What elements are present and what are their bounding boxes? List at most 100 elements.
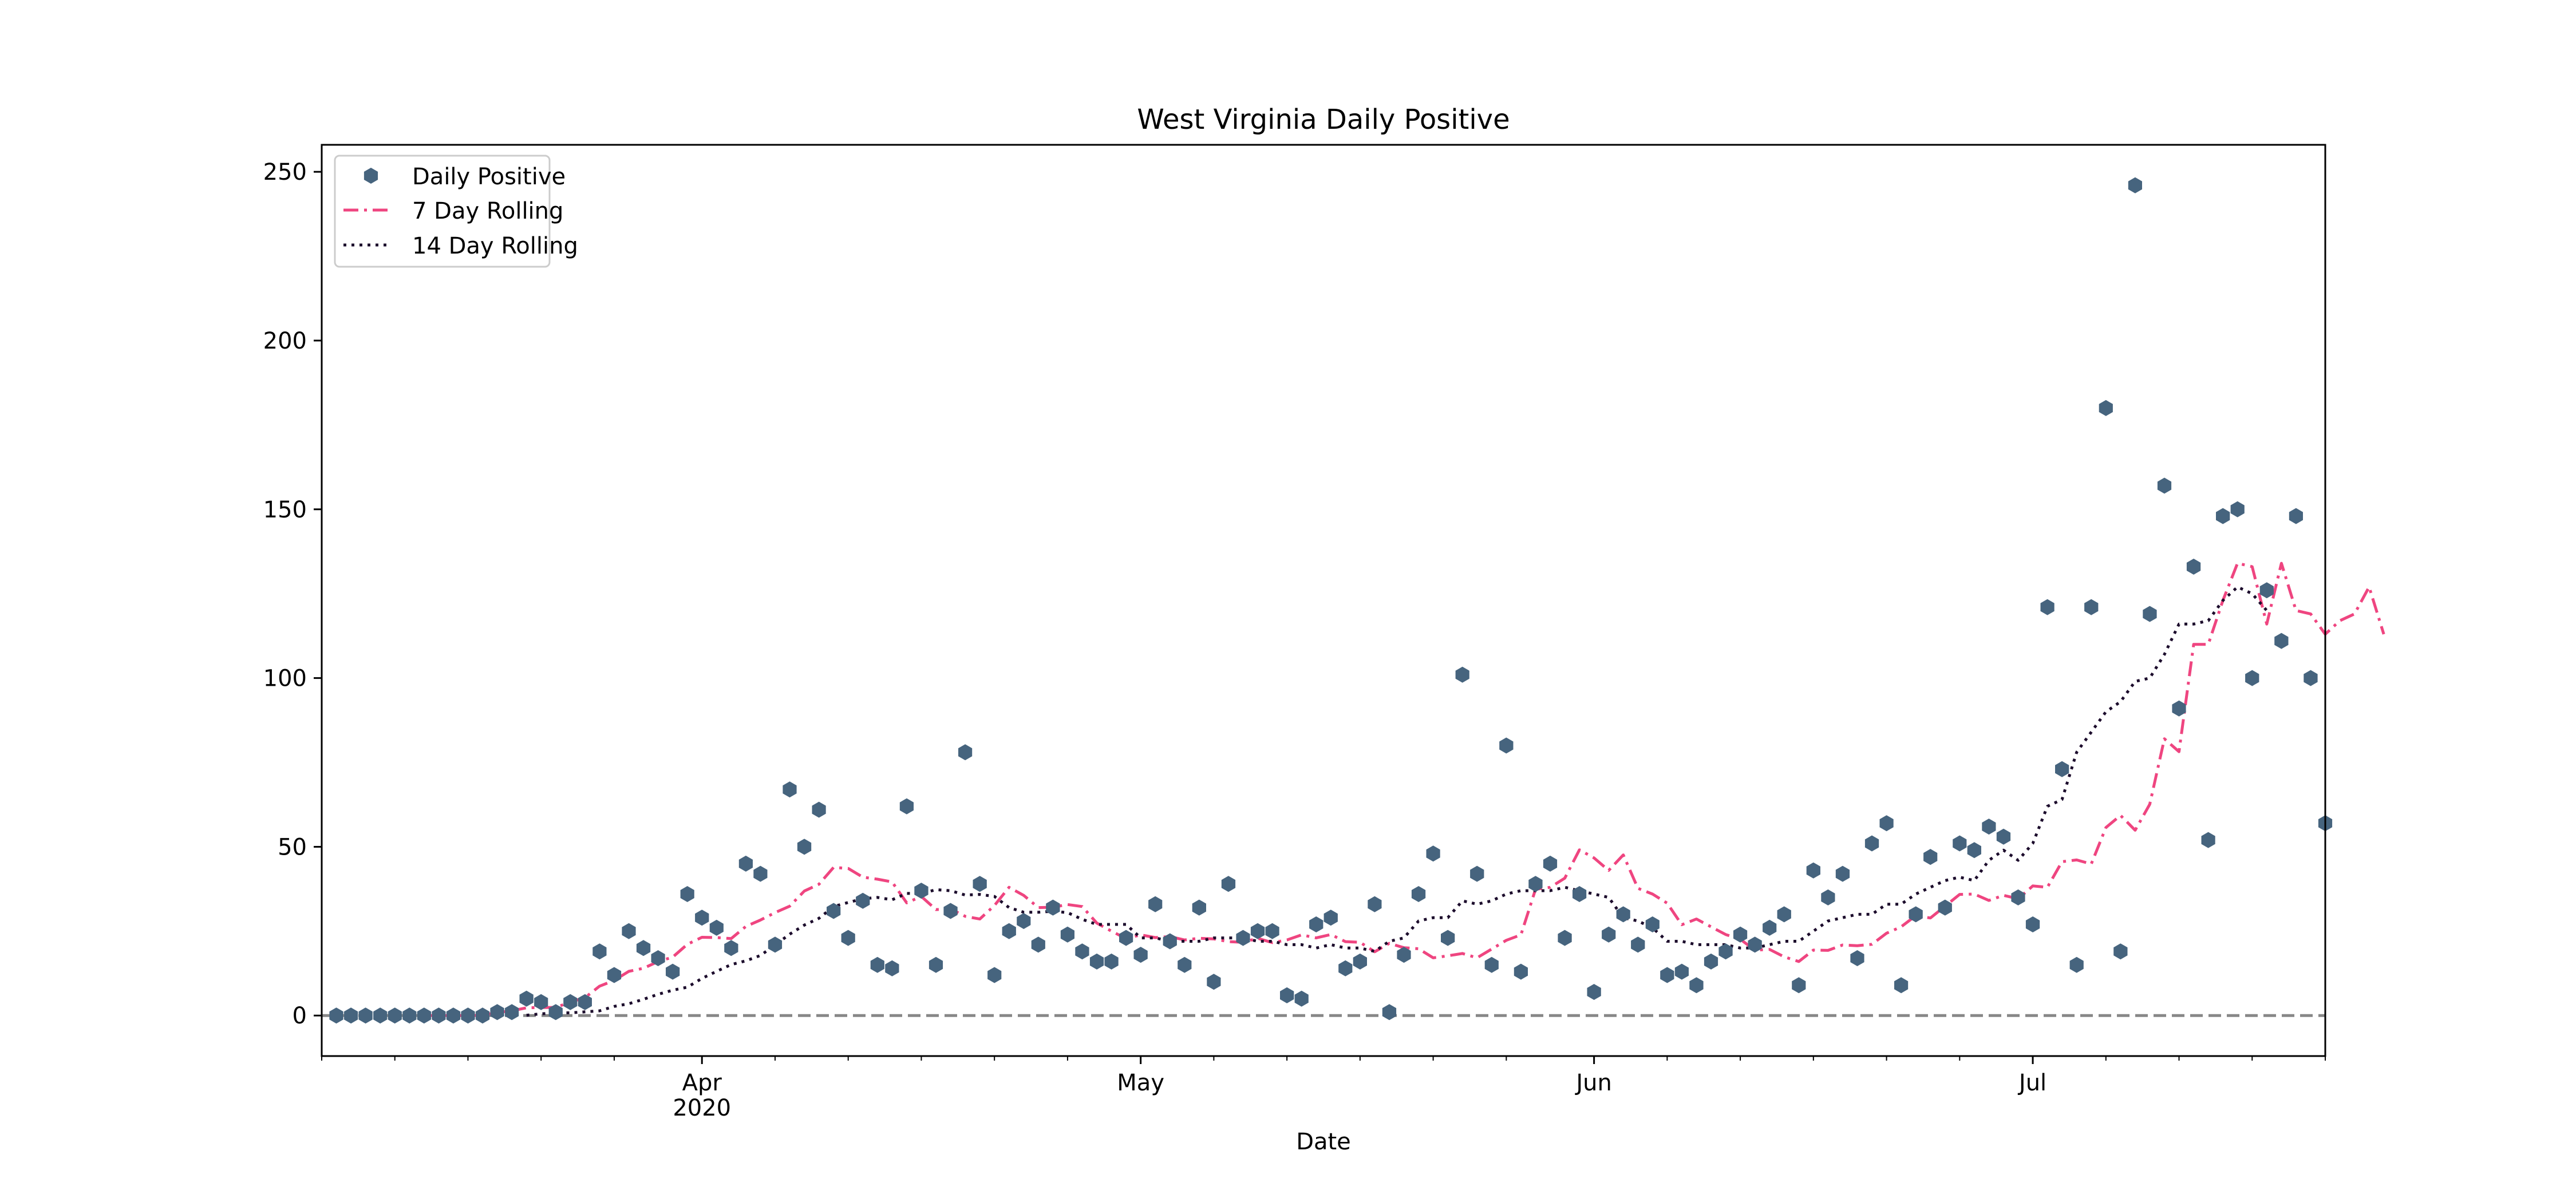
data-point: [344, 1007, 358, 1024]
data-point: [1514, 963, 1528, 980]
data-point: [1017, 913, 1031, 930]
data-point: [1353, 953, 1367, 970]
data-point: [1280, 987, 1294, 1003]
data-point: [943, 903, 958, 919]
data-point: [402, 1007, 417, 1024]
data-point: [1148, 896, 1163, 912]
data-point: [1909, 906, 1923, 923]
data-point: [1338, 960, 1353, 976]
data-point: [2040, 599, 2055, 615]
data-point: [329, 1007, 343, 1024]
data-point: [1294, 990, 1309, 1007]
data-point: [1499, 737, 1514, 754]
data-point: [2289, 508, 2303, 524]
data-point: [2216, 508, 2230, 524]
data-point: [1470, 865, 1484, 882]
data-point: [1631, 936, 1645, 953]
data-point: [2055, 761, 2069, 777]
x-tick-label: May: [1117, 1070, 1164, 1096]
data-point: [1953, 835, 1967, 852]
data-point: [738, 855, 753, 872]
data-point: [505, 1004, 519, 1021]
data-point: [856, 892, 870, 909]
data-point: [2274, 632, 2289, 649]
data-point: [1426, 845, 1440, 862]
x-tick-label: Jul: [2017, 1070, 2046, 1096]
data-point: [987, 967, 1002, 983]
data-point: [592, 943, 607, 960]
data-point: [812, 801, 826, 818]
data-point: [1748, 936, 1762, 953]
legend-marker-daily-positive: [364, 168, 378, 184]
data-point: [2084, 599, 2099, 615]
data-point: [783, 781, 797, 798]
data-point: [651, 950, 665, 966]
data-point: [2128, 177, 2142, 193]
data-point: [1192, 899, 1206, 916]
data-point: [358, 1007, 373, 1024]
plot-frame: [321, 144, 2326, 1057]
data-point: [373, 1007, 388, 1024]
data-point: [827, 903, 841, 919]
data-point: [1441, 930, 1455, 946]
data-point: [1382, 1004, 1397, 1021]
y-tick-label: 100: [263, 666, 307, 692]
y-tick-label: 250: [263, 159, 307, 185]
x-tick-sublabel: 2020: [673, 1095, 731, 1121]
data-point: [1455, 666, 1469, 683]
data-point: [446, 1007, 461, 1024]
data-point: [753, 865, 768, 882]
data-point: [2172, 700, 2186, 717]
data-point: [1163, 933, 1177, 950]
legend-label-14-day-rolling: 14 Day Rolling: [412, 233, 578, 259]
data-point: [1938, 899, 1952, 916]
data-point: [1558, 930, 1572, 946]
data-point: [607, 967, 622, 983]
data-point: [519, 990, 534, 1007]
data-point: [1674, 963, 1689, 980]
data-point: [1236, 930, 1250, 946]
data-point: [973, 876, 987, 892]
data-point: [1894, 977, 1909, 994]
data-point: [2143, 606, 2157, 622]
data-point: [1850, 950, 1864, 966]
data-point: [1089, 953, 1104, 970]
data-point: [548, 1004, 563, 1021]
data-point: [1982, 819, 1996, 835]
data-point: [1046, 899, 1060, 916]
legend-label-daily-positive: Daily Positive: [412, 164, 566, 190]
data-point: [1250, 923, 1265, 939]
data-point: [724, 940, 738, 956]
data-point: [1587, 984, 1601, 1000]
data-point: [622, 923, 636, 939]
data-point: [1777, 906, 1791, 923]
data-point: [885, 960, 899, 976]
data-point: [1879, 815, 1894, 832]
legend-label-7-day-rolling: 7 Day Rolling: [412, 198, 563, 224]
data-point: [578, 994, 592, 1010]
data-point: [1265, 923, 1279, 939]
data-point: [1002, 923, 1016, 939]
data-point: [1323, 910, 1338, 926]
data-point: [534, 994, 548, 1010]
data-point: [1763, 919, 1777, 936]
data-point: [2099, 400, 2113, 416]
data-point: [1411, 886, 1426, 902]
x-tick-label: Apr: [682, 1070, 722, 1096]
data-point: [1031, 936, 1045, 953]
x-tick-label: Jun: [1574, 1070, 1612, 1096]
data-point: [388, 1007, 402, 1024]
data-point: [1835, 865, 1850, 882]
data-point: [797, 839, 812, 855]
data-point: [1660, 967, 1674, 983]
data-point: [1075, 943, 1089, 960]
legend-box: [334, 155, 551, 268]
points-layer: [329, 177, 2333, 1024]
data-point: [1645, 916, 1660, 932]
data-point: [1528, 876, 1543, 892]
data-point: [2245, 670, 2259, 686]
data-point: [1821, 889, 1835, 906]
data-point: [841, 930, 855, 946]
